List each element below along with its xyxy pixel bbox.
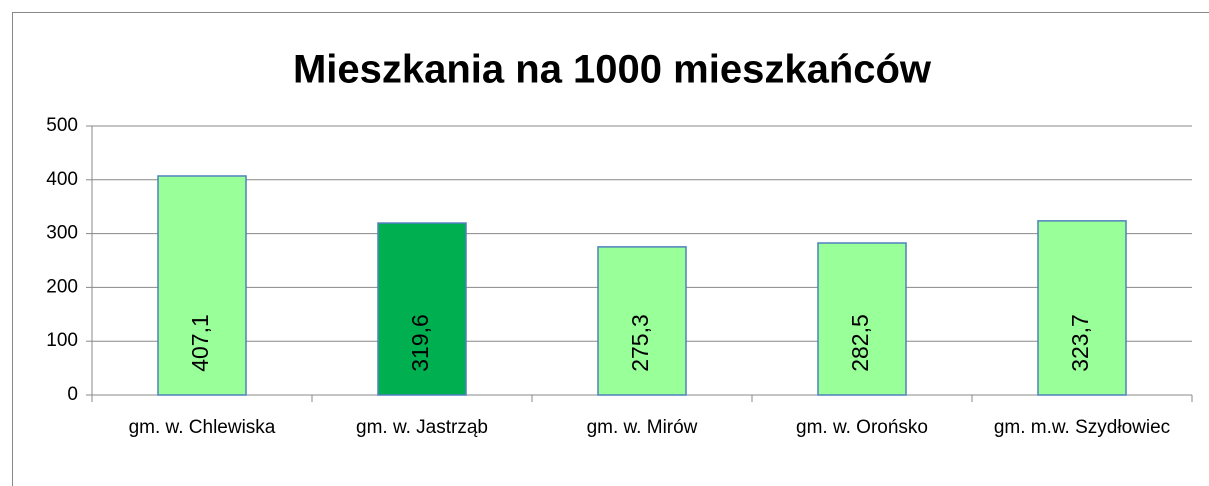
x-tick-label: gm. w. Mirów — [586, 417, 698, 438]
chart-title: Mieszkania na 1000 mieszkańców — [293, 48, 932, 92]
bar — [597, 246, 687, 396]
x-tick-label: gm. w. Orońsko — [796, 417, 928, 438]
x-tick-label-box: gm. m.w. Szydłowiec — [993, 417, 1171, 438]
x-tick-label: gm. w. Jastrząb — [356, 417, 488, 438]
x-tick-label-box: gm. w. Orońsko — [796, 417, 928, 438]
data-label: 282,5 — [847, 314, 873, 372]
y-tick-label: 200 — [46, 276, 78, 297]
x-tick-label: gm. m.w. Szydłowiec — [993, 417, 1171, 438]
x-tick-label-box: gm. w. Chlewiska — [128, 417, 276, 438]
data-label: 407,1 — [187, 314, 213, 372]
bar — [377, 222, 467, 396]
data-label: 319,6 — [407, 314, 433, 372]
y-tick-label: 400 — [46, 169, 78, 190]
y-tick-label: 100 — [46, 330, 78, 351]
y-tick-label: 500 — [46, 115, 78, 136]
data-label: 275,3 — [627, 314, 653, 372]
x-tick-label-box: gm. w. Mirów — [586, 417, 698, 438]
bar — [817, 242, 907, 396]
bar — [157, 175, 247, 396]
y-tick-label: 300 — [46, 223, 78, 244]
x-tick-label: gm. w. Chlewiska — [128, 417, 276, 438]
bar — [1037, 220, 1127, 396]
data-label: 323,7 — [1067, 314, 1093, 372]
x-tick-label-box: gm. w. Jastrząb — [356, 417, 488, 438]
y-tick-label: 0 — [67, 384, 78, 405]
